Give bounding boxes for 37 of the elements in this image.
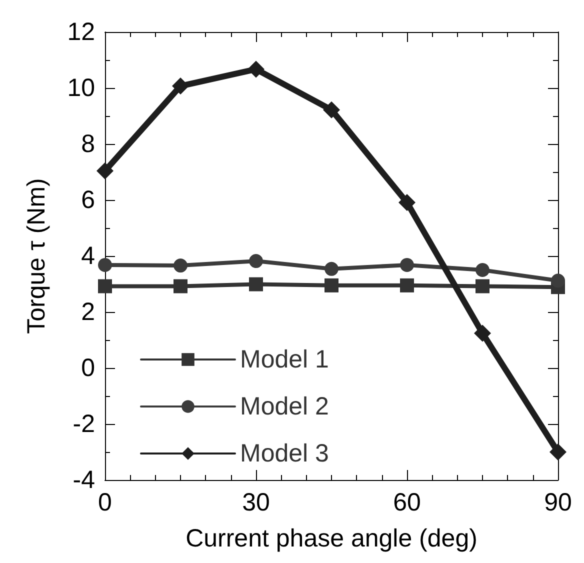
y-axis-title: Torque τ (Nm) [22,178,50,334]
y-tick-label: 10 [67,74,95,102]
y-tick-label: -4 [72,466,96,494]
y-tick-label: 6 [81,186,95,214]
point [172,78,189,95]
point [474,324,491,342]
point [174,258,188,273]
point [96,162,114,180]
legend-label: Model 2 [240,392,329,420]
point [323,101,340,118]
point [324,278,338,292]
point [249,277,263,292]
point [476,263,490,277]
y-tick-label: 0 [81,354,95,382]
y-tick-label: 2 [81,298,95,326]
point [98,258,112,272]
x-tick-label: 30 [242,488,270,516]
y-tick-label: 4 [81,242,96,270]
y-tick-label: 8 [81,130,95,158]
x-tick-label: 60 [393,488,421,516]
point [398,194,416,212]
x-tick-label: 90 [544,488,572,516]
y-tick-label: -2 [72,410,95,438]
point [551,274,565,288]
point [400,278,414,292]
point [98,279,112,294]
legend-label: Model 1 [240,346,329,374]
point [476,279,490,294]
point [174,279,188,294]
point [249,254,263,268]
point [324,262,338,276]
point [248,60,264,78]
x-axis-title: Current phase angle (deg) [186,524,478,552]
legend-label: Model 3 [240,440,329,468]
point [550,444,566,460]
point [400,258,414,272]
y-tick-label: 12 [67,18,95,46]
